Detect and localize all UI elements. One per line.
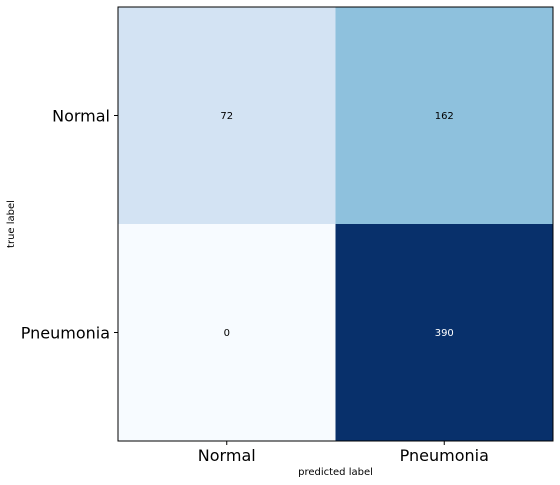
heatmap-cell xyxy=(335,7,554,225)
heatmap-cell xyxy=(118,224,336,442)
heatmap-cells xyxy=(118,7,554,442)
y-tick-label: Pneumonia xyxy=(21,324,110,343)
plot-frame xyxy=(117,6,554,442)
heatmap-cell-labels: 72 162 0 390 xyxy=(220,111,453,339)
x-tick-label: Normal xyxy=(198,446,256,465)
heatmap-cell xyxy=(118,7,336,225)
y-tick-label: Normal xyxy=(52,107,110,126)
cell-value-label: 390 xyxy=(435,328,454,339)
cell-value-label: 0 xyxy=(224,328,230,339)
cell-value-label: 72 xyxy=(220,111,233,122)
x-tick-label: Pneumonia xyxy=(400,446,489,465)
x-axis-label: predicted label xyxy=(298,467,373,478)
y-axis-ticks: Normal Pneumonia xyxy=(21,107,118,343)
x-axis-ticks: Normal Pneumonia xyxy=(198,441,489,465)
heatmap-cell xyxy=(335,224,554,442)
cell-value-label: 162 xyxy=(435,111,454,122)
y-axis-label: true label xyxy=(6,200,17,248)
